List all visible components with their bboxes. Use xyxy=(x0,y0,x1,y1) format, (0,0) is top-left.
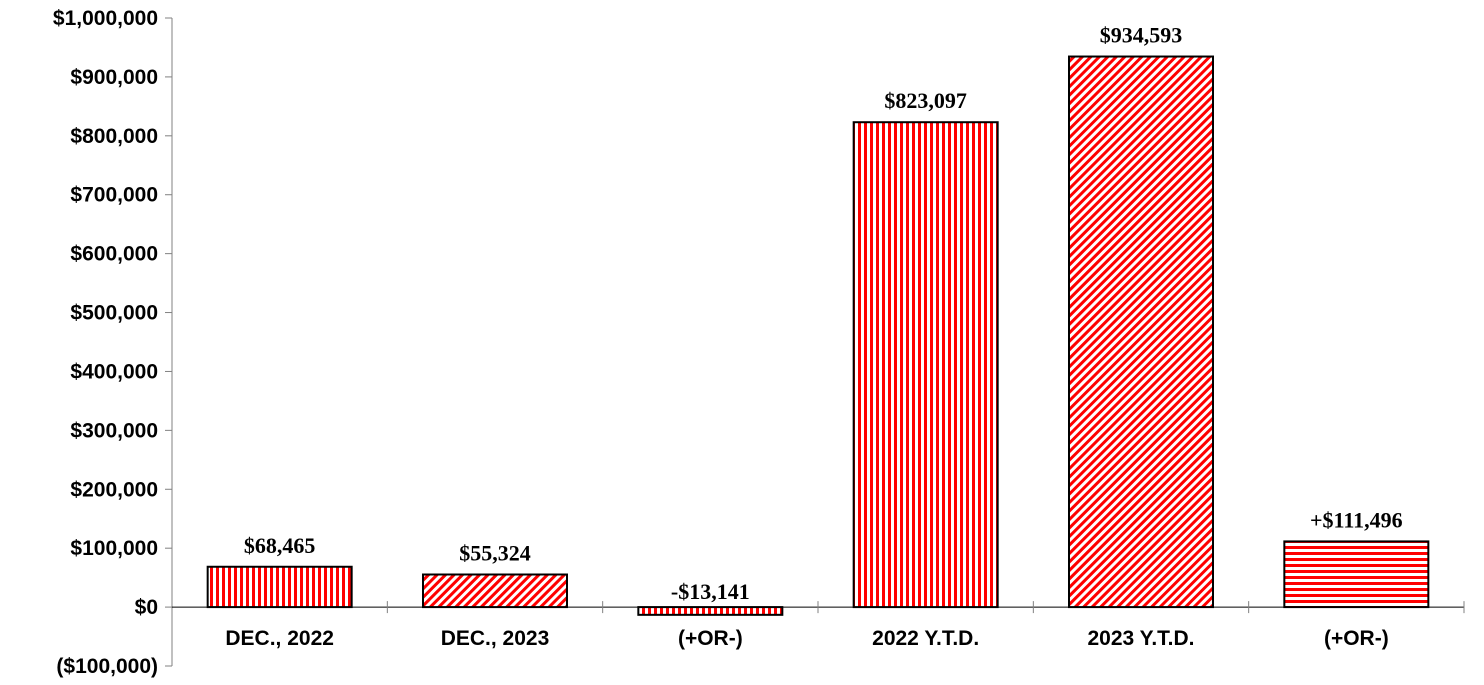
data-label: $934,593 xyxy=(1100,23,1183,48)
y-tick-label: $800,000 xyxy=(70,125,158,148)
bar xyxy=(852,121,999,609)
data-label: $68,465 xyxy=(244,533,316,558)
y-tick-label: $0 xyxy=(135,596,158,619)
data-label: $823,097 xyxy=(884,88,967,113)
bar xyxy=(206,565,353,609)
bar xyxy=(637,606,784,616)
y-tick-label: $1,000,000 xyxy=(53,7,158,30)
bar xyxy=(422,573,568,609)
y-tick-label: $200,000 xyxy=(70,478,158,501)
y-tick-label: $300,000 xyxy=(70,419,158,442)
y-tick-label: ($100,000) xyxy=(56,655,158,678)
y-tick-label: $400,000 xyxy=(70,360,158,383)
y-tick-label: $100,000 xyxy=(70,537,158,560)
bar xyxy=(1283,540,1430,609)
x-axis: DEC., 2022 DEC., 2023 (+OR-) 2022 Y.T.D. 202… xyxy=(172,601,1465,650)
data-label: -$13,141 xyxy=(671,579,750,604)
y-axis: ($100,000) $0 $100,000 $200,000 $300,000 $400… xyxy=(53,7,173,678)
bar xyxy=(1068,55,1214,609)
x-tick-label: DEC., 2023 xyxy=(441,627,550,650)
x-tick-label: DEC., 2022 xyxy=(225,627,334,650)
data-label: +$111,496 xyxy=(1310,507,1403,532)
bars xyxy=(206,55,1430,616)
y-tick-label: $700,000 xyxy=(70,184,158,207)
data-label: $55,324 xyxy=(459,541,531,566)
y-tick-label: $500,000 xyxy=(70,302,158,325)
x-tick-label: (+OR-) xyxy=(678,627,743,650)
x-tick-label: 2023 Y.T.D. xyxy=(1087,627,1194,650)
x-tick-label: 2022 Y.T.D. xyxy=(872,627,979,650)
data-labels: $68,465 $55,324 -$13,141 $823,097 $934,593 +$… xyxy=(244,23,1403,605)
y-tick-label: $600,000 xyxy=(70,243,158,266)
y-tick-label: $900,000 xyxy=(70,66,158,89)
x-tick-label: (+OR-) xyxy=(1324,627,1389,650)
